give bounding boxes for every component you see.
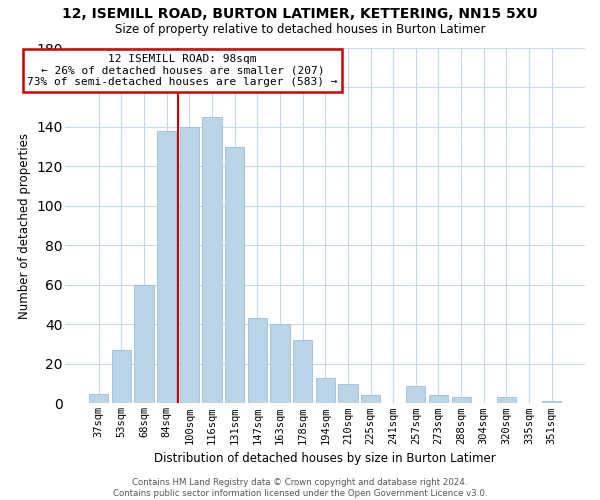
Bar bbox=[361, 396, 380, 404]
Bar bbox=[134, 285, 154, 404]
X-axis label: Distribution of detached houses by size in Burton Latimer: Distribution of detached houses by size … bbox=[154, 452, 496, 465]
Bar bbox=[338, 384, 358, 404]
Bar bbox=[316, 378, 335, 404]
Bar bbox=[112, 350, 131, 404]
Bar bbox=[225, 146, 244, 404]
Text: 12, ISEMILL ROAD, BURTON LATIMER, KETTERING, NN15 5XU: 12, ISEMILL ROAD, BURTON LATIMER, KETTER… bbox=[62, 8, 538, 22]
Bar bbox=[248, 318, 267, 404]
Bar bbox=[497, 398, 516, 404]
Bar bbox=[542, 402, 562, 404]
Text: Contains HM Land Registry data © Crown copyright and database right 2024.
Contai: Contains HM Land Registry data © Crown c… bbox=[113, 478, 487, 498]
Bar bbox=[429, 396, 448, 404]
Bar bbox=[406, 386, 425, 404]
Text: 12 ISEMILL ROAD: 98sqm
← 26% of detached houses are smaller (207)
73% of semi-de: 12 ISEMILL ROAD: 98sqm ← 26% of detached… bbox=[27, 54, 338, 87]
Y-axis label: Number of detached properties: Number of detached properties bbox=[17, 132, 31, 318]
Bar bbox=[202, 117, 221, 404]
Bar bbox=[180, 127, 199, 404]
Bar bbox=[293, 340, 312, 404]
Bar bbox=[271, 324, 290, 404]
Bar bbox=[89, 394, 109, 404]
Bar bbox=[452, 398, 471, 404]
Text: Size of property relative to detached houses in Burton Latimer: Size of property relative to detached ho… bbox=[115, 22, 485, 36]
Bar bbox=[157, 131, 176, 404]
